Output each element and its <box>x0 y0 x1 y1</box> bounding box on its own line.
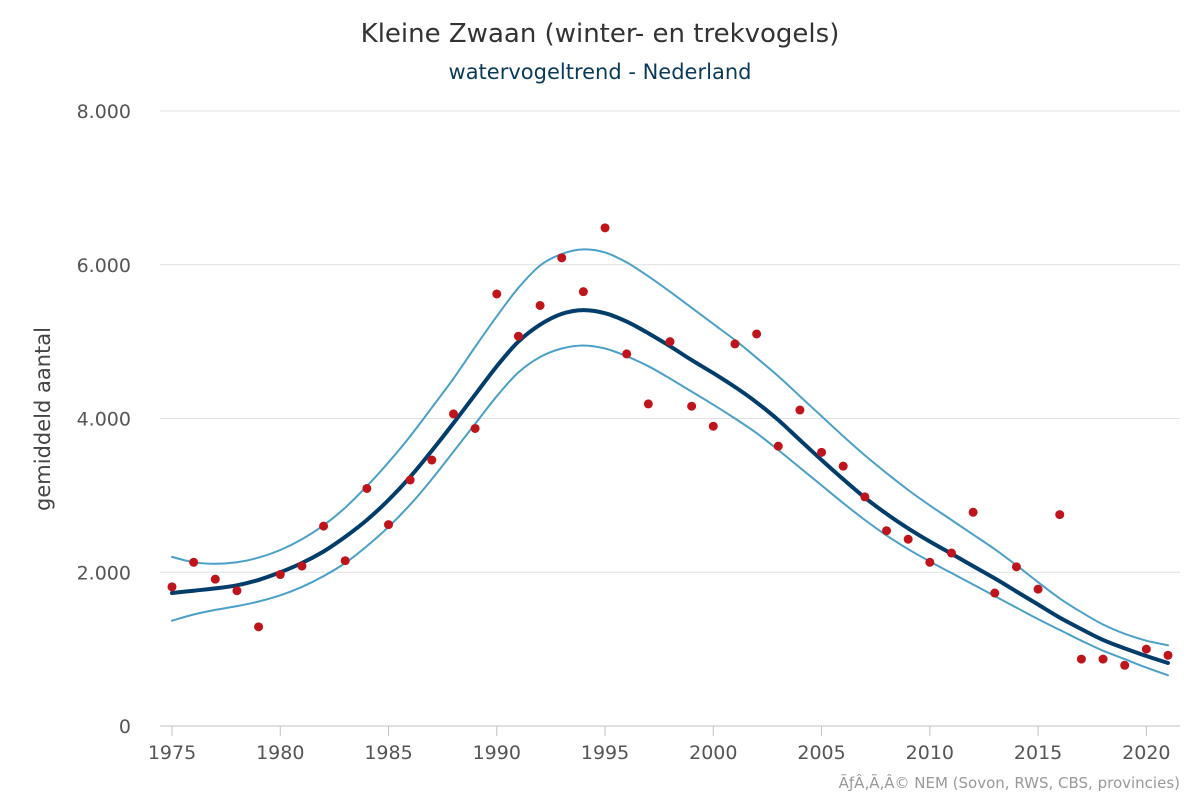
y-axis-title: gemiddeld aantal <box>31 327 55 511</box>
upper-confidence-line <box>171 248 1169 647</box>
y-tick-label: 0 <box>119 716 131 738</box>
y-tick-label: 4.000 <box>77 409 131 431</box>
data-point[interactable] <box>968 507 978 517</box>
data-point[interactable] <box>384 520 394 530</box>
y-tick-label: 8.000 <box>77 101 131 123</box>
x-tick-label: 2015 <box>1014 742 1062 764</box>
data-point[interactable] <box>578 287 588 297</box>
lower-confidence-line <box>171 344 1169 677</box>
data-point[interactable] <box>925 557 935 567</box>
data-point[interactable] <box>340 556 350 566</box>
data-point[interactable] <box>1098 654 1108 664</box>
data-point[interactable] <box>838 461 848 471</box>
data-point[interactable] <box>708 421 718 431</box>
data-point[interactable] <box>232 586 242 596</box>
chart-subtitle: watervogeltrend - Nederland <box>449 60 752 84</box>
series-lines <box>170 248 1170 677</box>
trend-line <box>170 308 1170 665</box>
x-tick-label: 2005 <box>797 742 845 764</box>
data-point[interactable] <box>319 521 329 531</box>
data-point[interactable] <box>362 483 372 493</box>
data-point[interactable] <box>535 300 545 310</box>
data-point[interactable] <box>275 570 285 580</box>
data-point[interactable] <box>817 447 827 457</box>
data-point[interactable] <box>903 534 913 544</box>
data-point[interactable] <box>795 405 805 415</box>
x-tick-label: 1980 <box>256 742 304 764</box>
data-point[interactable] <box>167 582 177 592</box>
x-tick-label: 1975 <box>148 742 196 764</box>
data-point[interactable] <box>210 574 220 584</box>
data-point[interactable] <box>470 423 480 433</box>
y-axis-tick-labels: 0 2.000 4.000 6.000 8.000 <box>77 101 131 738</box>
data-point[interactable] <box>665 337 675 347</box>
data-point[interactable] <box>1120 660 1130 670</box>
chart-credit: ÃƒÂ‚Ã‚Â© NEM (Sovon, RWS, CBS, provincie… <box>839 773 1180 792</box>
data-point[interactable] <box>946 548 956 558</box>
data-point[interactable] <box>1163 650 1173 660</box>
x-tick-label: 1985 <box>364 742 412 764</box>
data-point[interactable] <box>1076 654 1086 664</box>
chart-title: Kleine Zwaan (winter- en trekvogels) <box>361 19 840 49</box>
data-point[interactable] <box>557 253 567 263</box>
data-point[interactable] <box>990 588 1000 598</box>
data-point[interactable] <box>752 329 762 339</box>
data-point[interactable] <box>1055 510 1065 520</box>
x-tick-label: 1995 <box>581 742 629 764</box>
data-point[interactable] <box>600 223 610 233</box>
data-point[interactable] <box>622 349 632 359</box>
data-point[interactable] <box>427 455 437 465</box>
data-point[interactable] <box>860 492 870 502</box>
data-point[interactable] <box>492 289 502 299</box>
data-point[interactable] <box>448 409 458 419</box>
x-axis: 1975 1980 1985 1990 1995 2000 2005 2010 2015 2020 <box>148 725 1180 764</box>
data-point[interactable] <box>189 557 199 567</box>
data-point[interactable] <box>513 331 523 341</box>
data-point[interactable] <box>297 561 307 571</box>
data-point[interactable] <box>730 339 740 349</box>
data-point[interactable] <box>687 401 697 411</box>
data-points <box>167 223 1173 670</box>
data-point[interactable] <box>254 622 264 632</box>
x-tick-label: 2010 <box>906 742 954 764</box>
x-tick-label: 2000 <box>689 742 737 764</box>
data-point[interactable] <box>773 441 783 451</box>
y-tick-label: 6.000 <box>77 255 131 277</box>
data-point[interactable] <box>1033 584 1043 594</box>
y-tick-label: 2.000 <box>77 562 131 584</box>
data-point[interactable] <box>1141 644 1151 654</box>
data-point[interactable] <box>643 399 653 409</box>
gridlines <box>160 110 1180 573</box>
data-point[interactable] <box>882 526 892 536</box>
data-point[interactable] <box>1011 562 1021 572</box>
data-point[interactable] <box>405 475 415 485</box>
x-tick-label: 1990 <box>473 742 521 764</box>
x-tick-label: 2020 <box>1122 742 1170 764</box>
